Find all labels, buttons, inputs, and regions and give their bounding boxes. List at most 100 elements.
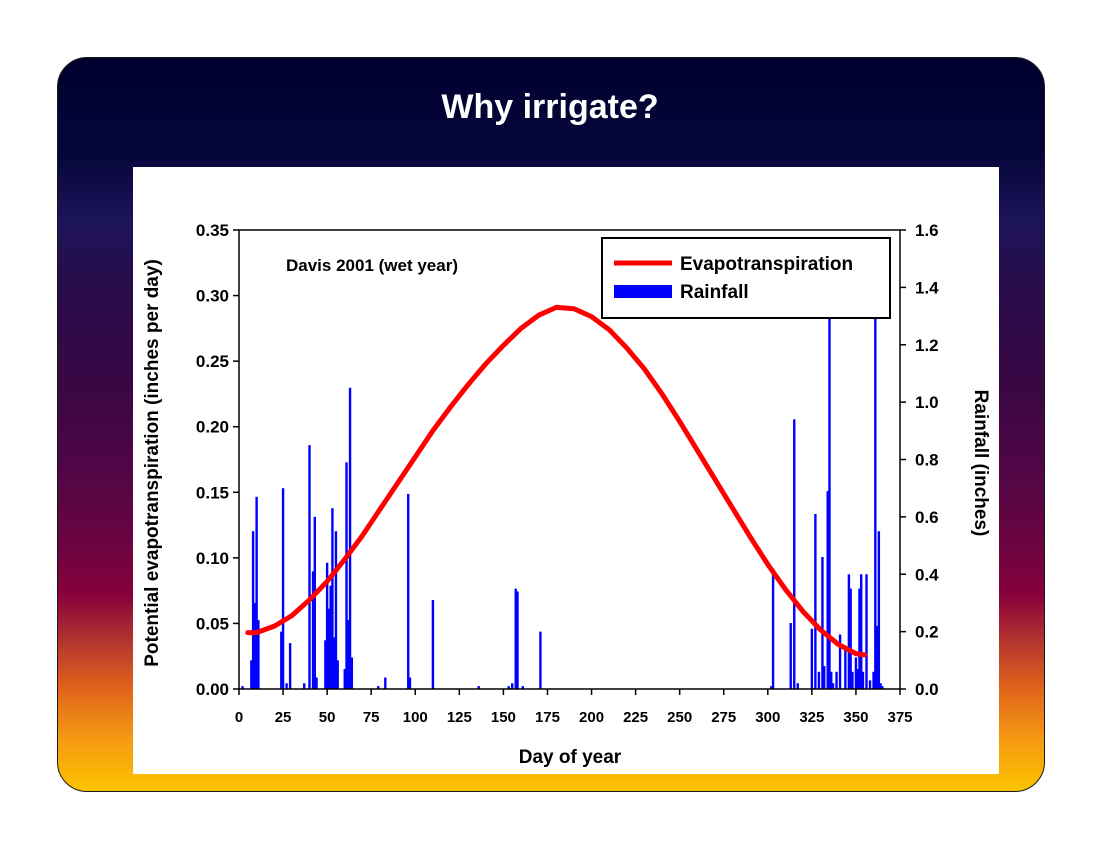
x-tick-label: 125	[447, 709, 472, 726]
y-left-tick-label: 0.35	[196, 221, 229, 240]
y-left-tick-label: 0.30	[196, 287, 229, 306]
x-tick-label: 100	[403, 709, 428, 726]
rainfall-bar	[281, 488, 285, 689]
rainfall-bar	[844, 648, 847, 689]
rainfall-bar	[854, 657, 858, 689]
rainfall-bar	[348, 387, 352, 689]
x-tick-label: 25	[275, 709, 292, 726]
rainfall-bar	[377, 686, 380, 689]
rainfall-bar	[877, 531, 881, 689]
rainfall-bar	[856, 668, 859, 689]
rainfall-bar	[810, 628, 814, 689]
rainfall-bar	[325, 562, 329, 689]
x-tick-label: 275	[711, 709, 736, 726]
y-right-tick-label: 0.8	[915, 451, 939, 470]
x-axis-label: Day of year	[519, 747, 622, 768]
evapotranspiration-line	[245, 304, 868, 658]
rainfall-bar	[408, 677, 412, 689]
y-left-tick-label: 0.20	[196, 418, 229, 437]
rainfall-bar	[789, 623, 792, 689]
rainfall-bar	[324, 640, 327, 689]
rainfall-bar	[831, 683, 835, 689]
legend-label-evapotranspiration: Evapotranspiration	[680, 254, 853, 275]
y-axis-right-label: Rainfall (inches)	[970, 390, 991, 537]
y-axis-left-label: Potential evapotranspiration (inches per…	[142, 259, 163, 667]
rainfall-bar	[313, 516, 316, 689]
rainfall-bar	[872, 671, 875, 689]
x-tick-label: 175	[535, 709, 560, 726]
rainfall-bar	[521, 686, 524, 689]
rainfall-bar	[847, 574, 851, 689]
rainfall-bar	[817, 671, 821, 689]
x-tick-label: 375	[887, 709, 912, 726]
rainfall-bar	[875, 625, 879, 689]
rainfall-bar	[315, 677, 318, 689]
rainfall-bar	[345, 462, 348, 689]
y-left-tick-label: 0.10	[196, 549, 229, 568]
rainfall-bar	[336, 660, 339, 689]
chart-panel: 0 25 50 75 100 125 150 175 200 225 250 275 300 325 350…	[133, 167, 999, 774]
rainfall-bar	[881, 686, 884, 689]
chart-legend: Evapotranspiration Rainfall	[601, 237, 891, 319]
rainfall-bar	[851, 671, 854, 689]
rainfall-bar	[384, 677, 387, 689]
rainfall-bar	[865, 574, 868, 689]
rainfall-bar	[241, 686, 244, 689]
y-right-tick-label: 1.6	[915, 221, 939, 240]
legend-box	[601, 237, 891, 319]
rainfall-bar	[332, 637, 336, 689]
y-right-tick-label: 1.0	[915, 393, 939, 412]
rainfall-bar	[257, 620, 260, 689]
x-tick-label: 75	[363, 709, 380, 726]
x-tick-label: 325	[799, 709, 824, 726]
x-tick-label: 225	[623, 709, 648, 726]
rainfall-bar	[514, 588, 517, 689]
x-tick-label: 0	[235, 709, 243, 726]
rainfall-bar	[288, 643, 292, 689]
rainfall-bar	[849, 588, 852, 689]
rainfall-bar	[334, 531, 338, 689]
rainfall-bar	[477, 686, 480, 689]
y-left-tick-label: 0.00	[196, 680, 229, 699]
slide-title: Why irrigate?	[441, 88, 659, 126]
y-right-tick-label: 0.2	[915, 623, 939, 642]
y-right-tick-label: 1.2	[915, 336, 939, 355]
rainfall-bar	[431, 600, 435, 689]
rainfall-bar	[285, 683, 288, 689]
rainfall-bar	[861, 671, 865, 689]
x-tick-label: 350	[843, 709, 868, 726]
x-tick-label: 50	[319, 709, 336, 726]
rainfall-bar	[860, 574, 863, 689]
rainfall-bar	[879, 683, 882, 689]
rainfall-bar	[347, 620, 350, 689]
rainfall-bar	[770, 686, 773, 689]
chart-annotation: Davis 2001 (wet year)	[286, 256, 458, 275]
y-left-tick-label: 0.05	[196, 614, 229, 633]
rainfall-bar	[311, 571, 315, 689]
x-tick-label: 150	[491, 709, 516, 726]
rainfall-bar	[507, 686, 510, 689]
y-right-tick-label: 0.0	[915, 680, 939, 699]
rainfall-bar	[821, 557, 824, 689]
y-left-tick-label: 0.15	[196, 483, 229, 502]
x-tick-label: 200	[579, 709, 604, 726]
legend-label-rainfall: Rainfall	[680, 282, 749, 303]
rainfall-bar	[350, 657, 354, 689]
rainfall-bar	[308, 445, 311, 689]
rainfall-bar	[516, 591, 519, 689]
x-tick-label: 300	[755, 709, 780, 726]
rainfall-bar	[830, 671, 833, 689]
rainfall-bar	[255, 496, 258, 689]
rainfall-bar	[539, 631, 542, 689]
rainfall-bar	[331, 508, 334, 689]
y-right-tick-label: 1.4	[915, 278, 939, 297]
legend-swatch-rainfall	[614, 285, 672, 298]
y-right-tick-label: 0.4	[915, 565, 939, 584]
rainfall-bar	[303, 683, 306, 689]
y-left-tick-label: 0.25	[196, 352, 229, 371]
rainfall-bar	[868, 680, 872, 689]
rainfall-bar	[796, 683, 799, 689]
rainfall-bar	[874, 316, 877, 689]
y-right-tick-label: 0.6	[915, 508, 939, 527]
rainfall-bar	[835, 671, 838, 689]
